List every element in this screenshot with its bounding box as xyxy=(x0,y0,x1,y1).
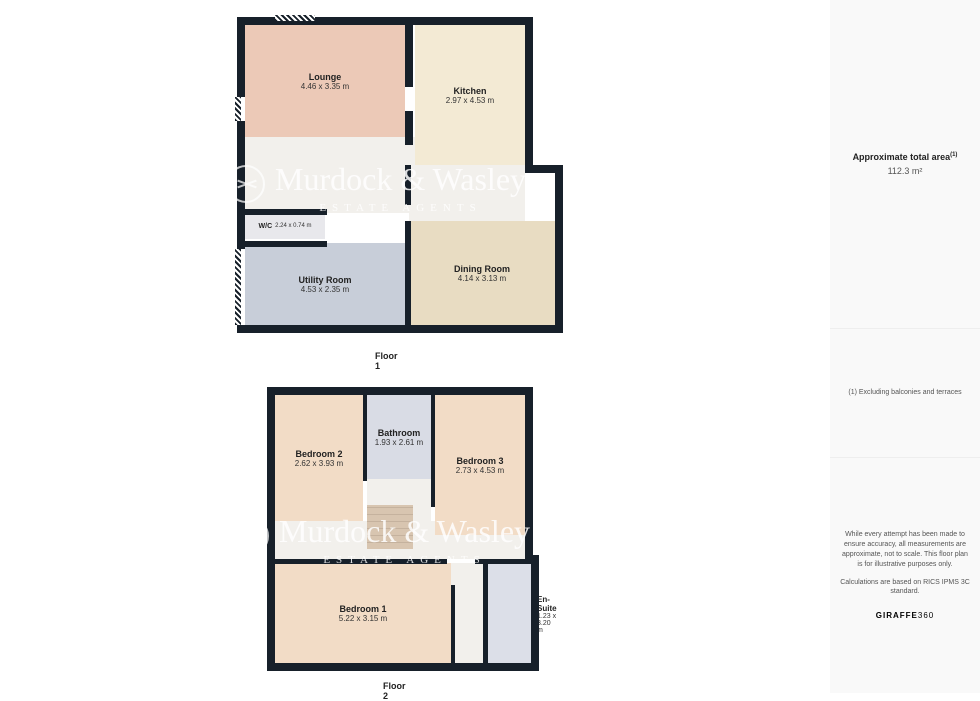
room-bathroom: Bathroom 1.93 x 2.61 m xyxy=(367,395,431,479)
approx-area-title-text: Approximate total area xyxy=(853,152,951,162)
window-mark xyxy=(235,97,241,121)
disclaimer-section: While every attempt has been made to ens… xyxy=(830,458,980,693)
approx-area-superscript: (1) xyxy=(950,152,957,158)
total-area-section: Approximate total area(1) 112.3 m² xyxy=(830,0,980,329)
room-bedroom1: Bedroom 1 5.22 x 3.15 m xyxy=(275,563,451,663)
room-kitchen: Kitchen 2.97 x 4.53 m xyxy=(415,25,525,165)
room-dim: 4.53 x 2.35 m xyxy=(301,285,349,294)
disclaimer-text-1: While every attempt has been made to ens… xyxy=(840,530,970,569)
room-name: Lounge xyxy=(309,72,342,82)
room-dim: 2.97 x 4.53 m xyxy=(446,96,494,105)
room-dim: 4.46 x 3.35 m xyxy=(301,82,349,91)
room-lounge: Lounge 4.46 x 3.35 m xyxy=(245,25,405,137)
room-utility: Utility Room 4.53 x 2.35 m xyxy=(245,243,405,325)
brand-label: GIRAFFE360 xyxy=(876,611,934,620)
approx-area-title: Approximate total area(1) xyxy=(853,152,958,162)
room-name: Bedroom 3 xyxy=(456,456,503,466)
hall-strip xyxy=(451,563,487,663)
room-name: Bathroom xyxy=(378,428,421,438)
room-hall xyxy=(245,137,415,213)
room-name: W/C xyxy=(259,223,273,230)
room-dim: 1.23 x 3.20 m xyxy=(537,613,557,634)
approx-area-value: 112.3 m² xyxy=(888,166,923,176)
room-dining: Dining Room 4.14 x 3.13 m xyxy=(409,221,555,325)
floor-label-1: Floor 1 xyxy=(375,351,398,371)
room-hall-ext xyxy=(409,165,525,221)
stairs xyxy=(367,505,413,549)
room-dim: 1.93 x 2.61 m xyxy=(375,438,423,447)
room-dim: 5.22 x 3.15 m xyxy=(339,614,387,623)
room-name: Utility Room xyxy=(299,275,352,285)
floorplan-canvas: Lounge 4.46 x 3.35 m Kitchen 2.97 x 4.53… xyxy=(0,0,830,693)
window-mark xyxy=(275,15,315,21)
room-landing3 xyxy=(435,535,525,559)
footnote-section: (1) Excluding balconies and terraces xyxy=(830,329,980,458)
brand-prefix: GIRAFFE xyxy=(876,611,918,620)
room-name: En-Suite xyxy=(537,595,557,613)
ensuite-label-block: En-Suite 1.23 x 3.20 m xyxy=(537,595,557,634)
room-wc: W/C 2.24 x 0.74 m xyxy=(245,213,325,239)
room-name: Dining Room xyxy=(454,264,510,274)
room-bedroom2: Bedroom 2 2.62 x 3.93 m xyxy=(275,395,363,521)
floor-label-2: Floor 2 xyxy=(383,681,406,701)
window-mark xyxy=(235,249,241,325)
watermark-logo-icon xyxy=(231,517,269,555)
room-dim: 2.73 x 4.53 m xyxy=(456,466,504,475)
room-name: Bedroom 2 xyxy=(295,449,342,459)
disclaimer-text-2: Calculations are based on RICS IPMS 3C s… xyxy=(840,578,970,598)
room-dim: 2.24 x 0.74 m xyxy=(275,223,311,229)
room-ensuite xyxy=(487,563,531,663)
brand-suffix: 360 xyxy=(918,611,934,620)
info-sidebar: Approximate total area(1) 112.3 m² (1) E… xyxy=(830,0,980,693)
room-bedroom3: Bedroom 3 2.73 x 4.53 m xyxy=(435,395,525,535)
footnote-text: (1) Excluding balconies and terraces xyxy=(848,388,961,398)
room-dim: 2.62 x 3.93 m xyxy=(295,459,343,468)
room-name: Kitchen xyxy=(453,86,486,96)
room-dim: 4.14 x 3.13 m xyxy=(458,274,506,283)
room-name: Bedroom 1 xyxy=(339,604,386,614)
